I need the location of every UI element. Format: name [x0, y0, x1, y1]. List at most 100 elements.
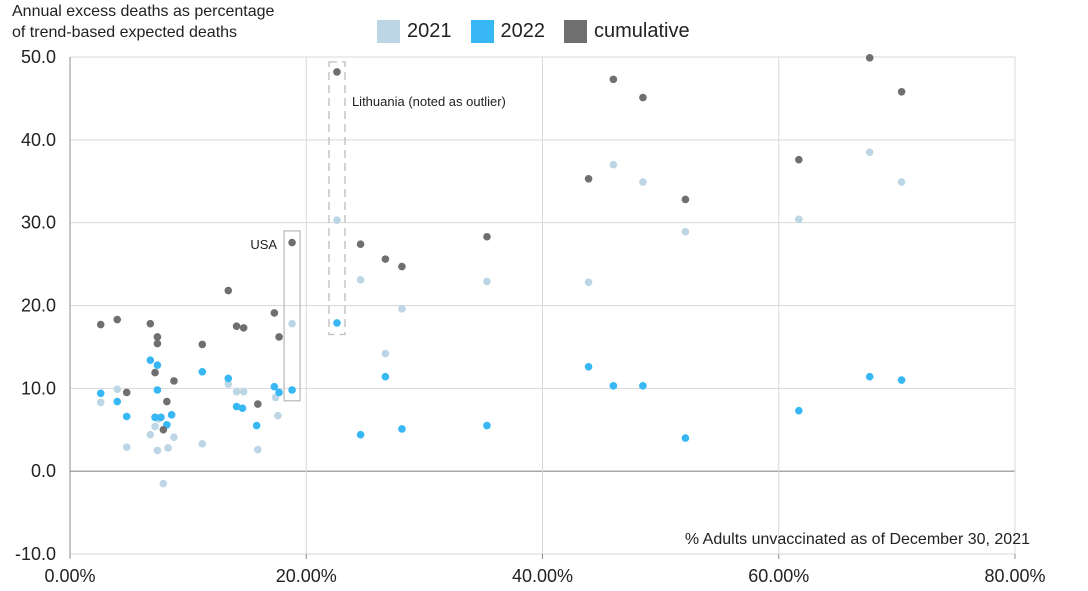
point-2021	[897, 178, 906, 186]
point-2021	[232, 387, 241, 396]
legend: 2021 2022 cumulative	[377, 20, 709, 43]
point-2021	[122, 443, 131, 451]
point-2022	[398, 425, 406, 433]
point-2021	[170, 433, 178, 442]
legend-label-2021: 2021	[407, 20, 452, 42]
point-2022	[795, 406, 803, 415]
point-2021	[865, 148, 874, 157]
point-2022	[483, 421, 491, 430]
point-cumulative	[239, 324, 248, 332]
point-2021	[609, 160, 618, 169]
point-2022	[153, 361, 162, 369]
point-2021	[153, 446, 162, 455]
point-2022	[146, 356, 155, 364]
legend-item-cumulative: cumulative	[564, 20, 690, 43]
annotation-label: Lithuania (noted as outlier)	[352, 94, 506, 109]
x-tick-label: 80.00%	[984, 566, 1045, 586]
point-cumulative	[96, 320, 105, 329]
point-cumulative	[333, 68, 341, 76]
point-2022	[198, 367, 207, 376]
point-2021	[356, 276, 365, 284]
point-2021	[96, 398, 105, 407]
point-cumulative	[681, 195, 690, 204]
point-2021	[398, 305, 406, 313]
point-cumulative	[153, 333, 162, 341]
point-2022	[333, 319, 341, 327]
y-tick-label: 30.0	[21, 213, 56, 233]
point-cumulative	[381, 255, 390, 263]
point-2022	[167, 411, 176, 419]
point-2022	[897, 376, 906, 384]
point-2022	[270, 382, 279, 391]
legend-swatch-2022	[470, 20, 494, 43]
point-2022	[122, 412, 131, 421]
point-2021	[381, 349, 390, 358]
point-2021	[198, 440, 207, 448]
point-cumulative	[151, 368, 159, 377]
point-cumulative	[897, 87, 906, 96]
point-cumulative	[163, 397, 171, 406]
y-tick-label: 0.0	[31, 461, 56, 481]
point-2022	[157, 413, 165, 422]
point-2022	[584, 362, 593, 371]
point-2022	[681, 434, 690, 442]
x-axis-title: % Adults unvaccinated as of December 30,…	[684, 531, 1030, 548]
point-2022	[238, 404, 247, 413]
point-2022	[275, 388, 283, 397]
point-cumulative	[113, 315, 122, 324]
point-cumulative	[146, 319, 155, 328]
point-2021	[146, 430, 155, 439]
point-2022	[151, 413, 159, 422]
point-cumulative	[198, 340, 207, 349]
x-tick-label: 20.00%	[276, 566, 337, 586]
point-2021	[159, 479, 168, 488]
point-cumulative	[170, 377, 178, 385]
point-2021	[274, 411, 282, 420]
point-cumulative	[270, 309, 279, 317]
point-cumulative	[159, 425, 168, 434]
legend-swatch-cumulative	[564, 20, 587, 43]
point-cumulative	[398, 262, 406, 271]
legend-item-2021: 2021	[377, 20, 452, 43]
y-axis-title-line-2: of trend-based expected deaths	[12, 24, 238, 41]
point-cumulative	[356, 240, 365, 249]
point-2022	[153, 386, 162, 394]
point-2021	[483, 277, 491, 286]
x-tick-label: 0.00%	[44, 566, 95, 586]
point-2021	[288, 319, 296, 328]
point-2022	[639, 382, 647, 390]
point-2021	[681, 227, 690, 236]
point-cumulative	[254, 400, 262, 408]
y-tick-label: 10.0	[21, 378, 56, 398]
point-2022	[865, 372, 874, 381]
legend-label-cumulative: cumulative	[594, 20, 690, 42]
legend-swatch-2021	[377, 20, 400, 43]
point-2022	[252, 421, 261, 430]
point-2021	[254, 445, 262, 454]
y-tick-label: 50.0	[21, 47, 56, 67]
point-cumulative	[275, 333, 283, 341]
point-cumulative	[288, 238, 296, 247]
point-cumulative	[232, 322, 241, 331]
point-2022	[224, 374, 233, 383]
point-2022	[356, 430, 365, 439]
point-2022	[232, 402, 241, 411]
point-cumulative	[483, 232, 491, 241]
point-cumulative	[865, 54, 874, 62]
point-2021	[224, 380, 233, 388]
legend-item-2022: 2022	[470, 20, 545, 43]
point-2021	[113, 385, 122, 393]
annotation-label: USA	[250, 237, 277, 252]
point-cumulative	[153, 339, 162, 348]
point-cumulative	[795, 155, 803, 164]
point-2021	[639, 178, 647, 186]
point-2022	[288, 386, 296, 394]
annotation-box	[283, 230, 301, 402]
annotation-box	[328, 61, 346, 336]
point-cumulative	[609, 75, 618, 84]
point-2022	[381, 372, 390, 381]
point-cumulative	[584, 174, 593, 183]
point-2022	[113, 397, 122, 406]
